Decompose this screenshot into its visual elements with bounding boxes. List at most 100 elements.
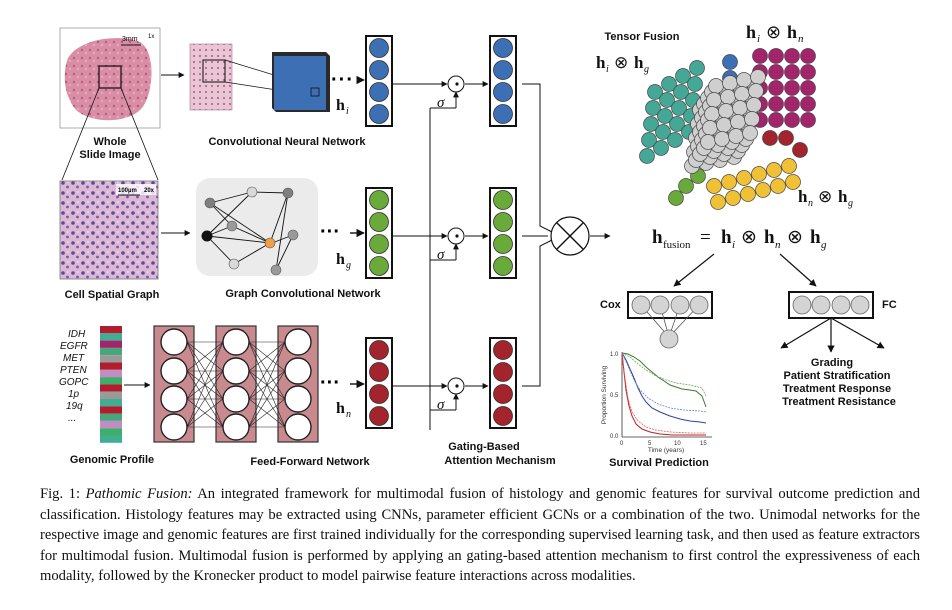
embed-hn-node [369, 406, 389, 426]
arrow-fusion-to-fc [779, 253, 817, 287]
svg-text:n: n [346, 409, 351, 420]
svg-text:h: h [596, 53, 606, 72]
tensor-node-hn-hg [721, 174, 737, 190]
ffn-node [160, 385, 188, 413]
tensor-node-hi-hn [800, 64, 816, 80]
embed-hg-gated-node [493, 234, 513, 254]
embed-hi-gated-node [493, 38, 513, 58]
gating-dot-ops [447, 75, 465, 395]
tensor-node-hi-hn [800, 48, 816, 64]
svg-text:h: h [746, 22, 756, 42]
svg-text:i: i [346, 106, 349, 117]
tensor-node-hi-hg [653, 140, 669, 156]
label-hi-kron-hg: h i ⊗ h g [596, 53, 649, 75]
ffn-node [284, 385, 312, 413]
sigma-top: σ [437, 95, 445, 111]
tensor-node-hi-hn [784, 96, 800, 112]
embed-hi-node [369, 38, 389, 58]
caption-label: Fig. 1: [40, 486, 81, 502]
sigma-mid: σ [437, 247, 445, 263]
cell-spatial-graph-label: Cell Spatial Graph [65, 289, 160, 301]
svg-text:i: i [606, 64, 609, 75]
svg-text:IDH: IDH [68, 329, 86, 340]
cnn-label: Convolutional Neural Network [208, 136, 366, 148]
svg-text:⊗: ⊗ [787, 227, 803, 248]
svg-text:h: h [721, 227, 732, 248]
zoom-line-right [120, 87, 159, 181]
kronecker-operator [550, 216, 590, 256]
svg-text:h: h [810, 227, 821, 248]
gating-label-line1: Gating-Based [448, 441, 520, 453]
caption-title: Pathomic Fusion: [85, 486, 193, 502]
task-stratification: Patient Stratification [784, 370, 891, 382]
embed-hi-node [369, 104, 389, 124]
svg-text:h: h [336, 97, 345, 114]
tensor-node-hi-hg [647, 84, 663, 100]
genomic-profile-label: Genomic Profile [70, 454, 154, 466]
svg-text:fusion: fusion [663, 239, 691, 251]
km-ytick-05: 0.5 [610, 393, 619, 399]
km-xtick-10: 10 [674, 441, 681, 447]
tensor-node-hi-hg [643, 116, 659, 132]
svg-text:PTEN: PTEN [60, 365, 87, 376]
tensor-node-hi-hn [800, 112, 816, 128]
tensor-node-trimodal [708, 78, 724, 94]
svg-text:n: n [798, 33, 804, 45]
tensor-node-hi-hn [784, 64, 800, 80]
tensor-node-hn [762, 130, 778, 146]
whole-slide-image [59, 27, 161, 129]
arrow-fusion-to-cox [673, 253, 715, 287]
svg-text:1p: 1p [68, 389, 80, 400]
tensor-node-hn-hg [770, 178, 786, 194]
task-treatment-resistance: Treatment Resistance [782, 396, 896, 408]
hn-dots: ··· [320, 372, 340, 394]
ffn-node [284, 413, 312, 441]
gcn-block [196, 178, 318, 276]
tensor-node-trimodal [706, 92, 722, 108]
tensor-node-trimodal [748, 83, 764, 99]
tensor-node-hi-hn [752, 48, 768, 64]
svg-text:g: g [346, 260, 351, 271]
embed-hi-gated-node [493, 82, 513, 102]
tensor-node-hi-hn [768, 80, 784, 96]
tensor-node-trimodal [722, 75, 738, 91]
svg-text:⊗: ⊗ [741, 227, 757, 248]
ffn-node [160, 357, 188, 385]
embed-hg-node [369, 212, 389, 232]
embed-hn-gated-node [493, 406, 513, 426]
tensor-node-hi-hg [661, 76, 677, 92]
hi-dots: ··· [331, 69, 354, 91]
km-xlabel: Time (years) [648, 447, 684, 454]
tensor-node-hi-hn [768, 112, 784, 128]
embed-hg-node [369, 256, 389, 276]
embed-hi-node [369, 60, 389, 80]
km-xtick-0: 0 [620, 441, 624, 447]
zoom-line-left [61, 87, 100, 181]
tensor-node-hn-hg [785, 174, 801, 190]
embed-hi-gated-node [493, 104, 513, 124]
tensor-node-hn-hg [740, 186, 756, 202]
ffn-node [284, 328, 312, 356]
tensor-node-hi-hg [655, 124, 671, 140]
tensor-node-hi [722, 54, 738, 70]
label-hi-kron-hn: h i ⊗ h n [746, 22, 804, 45]
tensor-node-trimodal [714, 131, 730, 147]
fusion-equation: h fusion = h i ⊗ h n ⊗ h g [652, 227, 827, 251]
tensor-node-trimodal [730, 114, 746, 130]
slide-zoom-label: 1x [148, 34, 154, 40]
km-xtick-15: 15 [700, 441, 707, 447]
embed-hi-node [369, 82, 389, 102]
embed-hn-gated-column [489, 337, 517, 429]
svg-text:...: ... [68, 413, 76, 424]
tensor-node-trimodal [700, 134, 716, 150]
svg-text:h: h [336, 400, 345, 417]
cox-head [627, 291, 713, 349]
embed-hg-gated-column [489, 187, 517, 279]
embed-hi-gated-column [489, 35, 517, 127]
svg-text:⊗: ⊗ [818, 187, 832, 206]
tensor-node-hn-hg [755, 182, 771, 198]
tensor-node-trimodal [720, 89, 736, 105]
svg-text:g: g [644, 64, 649, 75]
tensor-node-hg [678, 178, 694, 194]
svg-text:g: g [821, 239, 827, 251]
